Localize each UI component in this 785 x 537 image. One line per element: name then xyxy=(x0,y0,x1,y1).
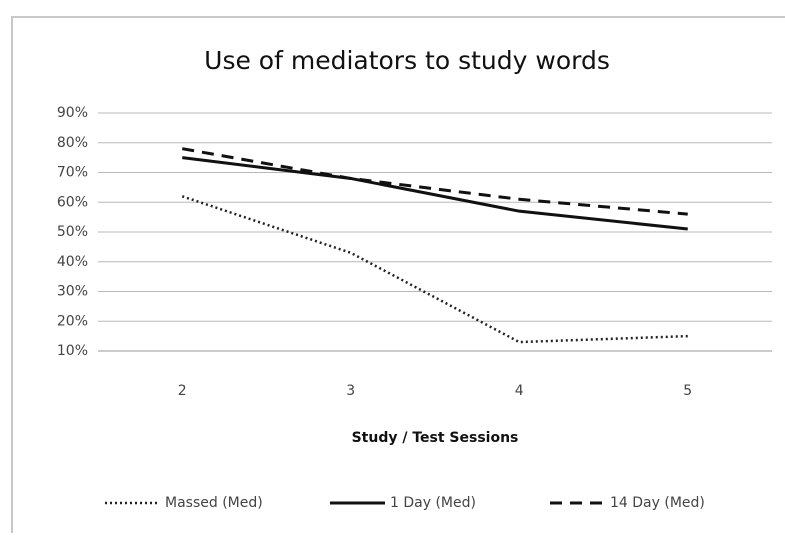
legend: Massed (Med) 1 Day (Med) 14 Day (Med) xyxy=(105,495,705,511)
data-line xyxy=(181,147,688,216)
x-tick-label: 2 xyxy=(178,383,187,399)
x-tick-label: 5 xyxy=(683,383,692,399)
legend-label: 14 Day (Med) xyxy=(610,495,705,511)
y-tick-label: 20% xyxy=(57,313,88,329)
y-tick-label: 60% xyxy=(57,194,88,210)
y-tick-label: 30% xyxy=(57,284,88,300)
chart-title: Use of mediators to study words xyxy=(204,46,610,75)
chart-frame xyxy=(11,16,785,533)
legend-label: 1 Day (Med) xyxy=(390,495,476,511)
y-tick-label: 70% xyxy=(57,165,88,181)
x-axis-label: Study / Test Sessions xyxy=(352,430,519,446)
x-tick-label: 4 xyxy=(515,383,524,399)
y-tick-label: 50% xyxy=(57,224,88,240)
data-line xyxy=(182,156,688,231)
y-tick-label: 80% xyxy=(57,135,88,151)
x-tick-label: 3 xyxy=(346,383,355,399)
y-tick-label: 40% xyxy=(57,254,88,270)
y-tick-label: 90% xyxy=(57,105,88,121)
y-tick-label: 10% xyxy=(57,343,88,359)
legend-label: Massed (Med) xyxy=(165,495,263,511)
